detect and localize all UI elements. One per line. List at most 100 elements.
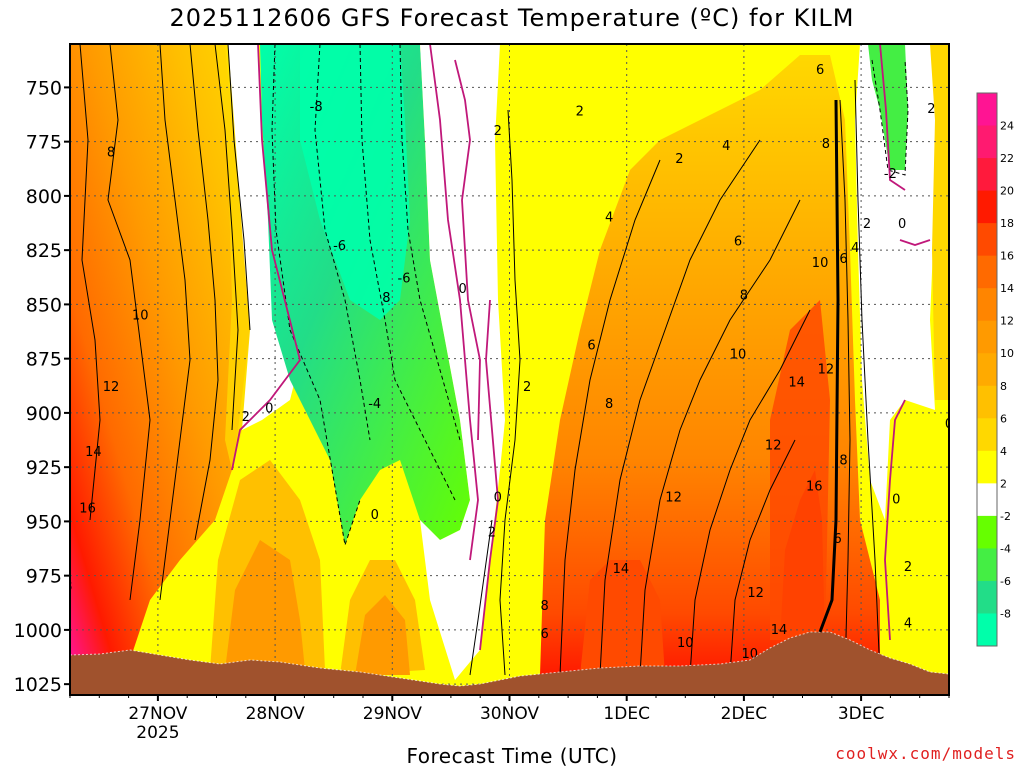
x-tick-label: 28NOV [246,704,305,724]
colorbar-tick-label: 12 [1000,315,1014,328]
colorbar-segment [977,288,997,322]
plot-area: 8101214161802-8-6-68-4002202862648142124… [56,44,949,695]
contour-label: -4 [368,397,381,412]
contour-label: 0 [494,491,502,506]
y-tick-label: 1000 [14,620,62,642]
colorbar-tick-label: 18 [1000,217,1014,230]
y-tick-label: 850 [26,294,62,316]
colorbar-segment [977,158,997,192]
colorbar-frame [976,92,998,647]
colorbar-segment [977,255,997,289]
contour-label: 12 [818,363,835,378]
zero-contours [231,44,931,651]
contour-label: -6 [333,239,346,254]
y-tick-label: 800 [26,186,62,208]
contour-label: 2 [576,104,584,119]
x-tick-label: 2DEC [721,704,768,724]
colorbar-tick-label: 16 [1000,250,1014,263]
colorbar-segment [977,353,997,387]
colorbar-segment [977,385,997,419]
contour-label: 0 [898,217,906,232]
x-year-label: 2025 [136,723,179,743]
colorbar-tick-label: 6 [1000,412,1007,425]
contour-label: 2 [242,410,250,425]
colorbar-segment [977,580,997,614]
cold-region-right [868,44,908,170]
contour-label: 6 [816,63,824,78]
contour-label: 14 [771,623,788,638]
colorbar-tick-label: -2 [1000,510,1011,523]
y-axis: 750 775 800 825 850 875 900 925 950 975 1000 1025 [14,77,70,696]
contour-label: -8 [310,100,323,115]
colorbar-tick-label: 14 [1000,282,1014,295]
y-tick-label: 950 [26,511,62,533]
x-tick-label: 27NOV [128,704,187,724]
contour-label: 2 [927,102,935,117]
contour-label: 2 [675,152,683,167]
colorbar-tick-label: 8 [1000,380,1007,393]
contour-label: 18 [56,580,73,595]
colorbar: 24 22 20 18 16 14 12 10 8 6 4 2 -2 -4 -6 -8 [976,92,1014,647]
contour-label: 0 [265,402,273,417]
colorbar-tick-label: 10 [1000,347,1014,360]
contour-label: 10 [132,308,149,323]
contour-label: 4 [851,241,859,256]
y-tick-label: 825 [26,240,62,262]
contour-label: 0 [458,282,466,297]
y-tick-label: 750 [26,77,62,99]
warm-region-left [70,44,250,660]
colorbar-segment [977,613,997,647]
contour-label: 8 [541,599,549,614]
contour-label: 16 [79,501,96,516]
contour-label: 8 [107,146,115,161]
contour-label: 8 [382,291,390,306]
colorbar-segment [977,93,997,127]
credit-link[interactable]: coolwx.com/models [835,744,1016,763]
contour-label: 12 [665,491,682,506]
colorbar-segment [977,418,997,452]
x-tick-label: 1DEC [603,704,650,724]
warm-right-edge [930,44,949,400]
zero-band-right [855,44,940,520]
contour-label: 0 [371,508,379,523]
contour-label: 0 [892,493,900,508]
contour-label: 6 [734,234,742,249]
y-tick-label: 975 [26,566,62,588]
contour-label: 16 [806,480,823,495]
contour-label: 2 [494,124,502,139]
cold-contours [271,44,909,546]
y-tick-label: 775 [26,132,62,154]
contour-label: 14 [788,376,805,391]
warm-bump-4 [355,595,410,675]
colorbar-segment [977,223,997,257]
contour-label: 6 [541,627,549,642]
x-axis-label: Forecast Time (UTC) [406,744,618,768]
colorbar-tick-label: 22 [1000,152,1014,165]
contour-label: 2 [523,380,531,395]
contour-label: 6 [839,252,847,267]
yellow-band-left [215,44,256,470]
x-tick-label: 3DEC [838,704,885,724]
contour-label: 6 [587,339,595,354]
warm-bump-2 [225,540,305,670]
contour-label: 8 [839,454,847,469]
contour-label: 4 [904,616,912,631]
y-tick-label: 1025 [14,674,62,696]
front-line [818,99,840,633]
colorbar-tick-label: 24 [1000,120,1014,133]
contour-label: 8 [740,289,748,304]
colorbar-tick-label: -6 [1000,575,1011,588]
zero-band-mid [405,44,505,680]
colorbar-segment [977,320,997,354]
colorbar-segment [977,548,997,582]
contour-label: 10 [730,347,747,362]
x-tick-label: 29NOV [363,704,422,724]
contour-label: 12 [765,438,782,453]
colorbar-segment [977,125,997,159]
contour-labels: 8101214161802-8-6-68-4002202862648142124… [56,63,949,662]
x-tick-label: 30NOV [480,704,539,724]
contour-label: 12 [747,586,764,601]
contour-lines [79,44,881,676]
